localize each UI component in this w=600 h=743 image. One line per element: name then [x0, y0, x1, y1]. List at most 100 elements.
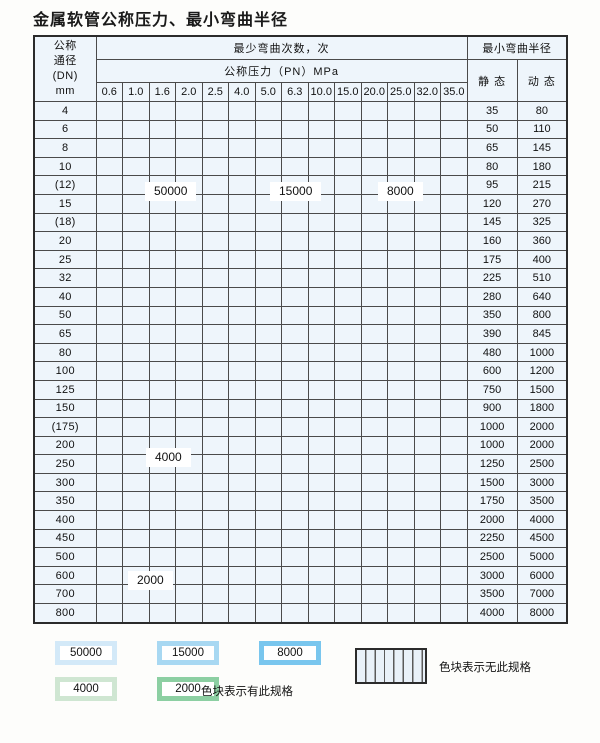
radius-dynamic-value: 4000 [516, 510, 568, 530]
matrix-cell [228, 101, 256, 121]
matrix-cell [334, 528, 362, 549]
table-row: 350 1750 3500 [33, 491, 568, 512]
radius-dynamic-value: 3000 [516, 472, 568, 493]
dn-value: 4 [33, 101, 97, 121]
matrix-cell [201, 212, 229, 233]
matrix-cell [254, 491, 282, 512]
matrix-cell [360, 379, 388, 400]
matrix-cell [228, 286, 256, 307]
matrix-cell [122, 286, 150, 307]
matrix-cell [334, 231, 362, 251]
matrix-cell [254, 138, 282, 158]
matrix-cell [307, 435, 335, 456]
matrix-cell [387, 119, 415, 140]
matrix-cell [95, 193, 123, 214]
matrix-cell [95, 286, 123, 307]
matrix-cell [387, 101, 415, 121]
matrix-cell [307, 305, 335, 326]
matrix-cell [387, 454, 415, 474]
table-row: (18) 145 325 [33, 212, 568, 233]
matrix-cell [201, 286, 229, 307]
matrix-cell [228, 603, 256, 624]
matrix-cell [440, 193, 468, 214]
matrix-cell [440, 565, 468, 586]
matrix-cell [254, 119, 282, 140]
matrix-cell [440, 119, 468, 140]
matrix-cell [148, 379, 176, 400]
matrix-cell [201, 268, 229, 288]
matrix-cell [413, 324, 441, 344]
radius-dynamic-value: 8000 [516, 603, 568, 624]
matrix-cell [387, 249, 415, 270]
matrix-cell [281, 547, 309, 567]
matrix-cell [413, 547, 441, 567]
matrix-cell [201, 156, 229, 177]
matrix-cell [122, 101, 150, 121]
radius-dynamic-value: 2500 [516, 454, 568, 474]
matrix-cell [148, 324, 176, 344]
radius-dynamic-header: 动 态 [516, 59, 568, 102]
table-row: 4 35 80 [33, 101, 568, 121]
table-row: 8 65 145 [33, 138, 568, 158]
matrix-cell [307, 547, 335, 567]
matrix-cell [122, 379, 150, 400]
radius-dynamic-value: 640 [516, 286, 568, 307]
matrix-cell [254, 268, 282, 288]
matrix-cell [307, 454, 335, 474]
matrix-cell [95, 584, 123, 605]
dn-value: 125 [33, 379, 97, 400]
matrix-cell [228, 398, 256, 419]
matrix-cell [334, 286, 362, 307]
matrix-cell [281, 361, 309, 381]
table-row: 100 600 1200 [33, 361, 568, 381]
matrix-cell [307, 361, 335, 381]
radius-static-value: 2000 [466, 510, 518, 530]
table-body: 4 35 80 6 50 110 8 65 145 10 80 180 (12) 95 215 15 120 27… [33, 101, 568, 624]
matrix-cell [201, 138, 229, 158]
table-row: 600 3000 6000 [33, 565, 568, 586]
matrix-cell [228, 361, 256, 381]
table-row: 50 350 800 [33, 305, 568, 326]
matrix-cell [281, 565, 309, 586]
radius-static-value: 225 [466, 268, 518, 288]
matrix-cell [254, 528, 282, 549]
matrix-cell [334, 547, 362, 567]
matrix-cell [228, 510, 256, 530]
matrix-cell [360, 212, 388, 233]
matrix-cell [228, 268, 256, 288]
matrix-cell [387, 435, 415, 456]
radius-static-value: 4000 [466, 603, 518, 624]
pressure-tick-2: 1.6 [148, 82, 176, 102]
matrix-cell [148, 231, 176, 251]
pressure-tick-3: 2.0 [175, 82, 203, 102]
matrix-cell [387, 417, 415, 437]
matrix-cell [413, 398, 441, 419]
matrix-cell [307, 342, 335, 363]
matrix-cell [440, 547, 468, 567]
matrix-cell [148, 156, 176, 177]
matrix-cell [360, 286, 388, 307]
matrix-cell [175, 584, 203, 605]
matrix-cell [228, 454, 256, 474]
radius-static-value: 2250 [466, 528, 518, 549]
matrix-cell [281, 379, 309, 400]
matrix-cell [387, 603, 415, 624]
matrix-cell [387, 565, 415, 586]
matrix-cell [360, 268, 388, 288]
dn-value: 300 [33, 472, 97, 493]
radius-static-value: 175 [466, 249, 518, 270]
matrix-cell [254, 249, 282, 270]
matrix-cell [148, 268, 176, 288]
matrix-cell [440, 361, 468, 381]
matrix-cell [201, 101, 229, 121]
matrix-cell [440, 491, 468, 512]
radius-static-value: 390 [466, 324, 518, 344]
radius-static-value: 145 [466, 212, 518, 233]
matrix-cell [175, 156, 203, 177]
matrix-cell [413, 435, 441, 456]
matrix-cell [228, 342, 256, 363]
legend-swatch-4000: 4000 [55, 677, 117, 701]
matrix-cell [201, 398, 229, 419]
matrix-cell [281, 249, 309, 270]
table-row: 125 750 1500 [33, 379, 568, 400]
